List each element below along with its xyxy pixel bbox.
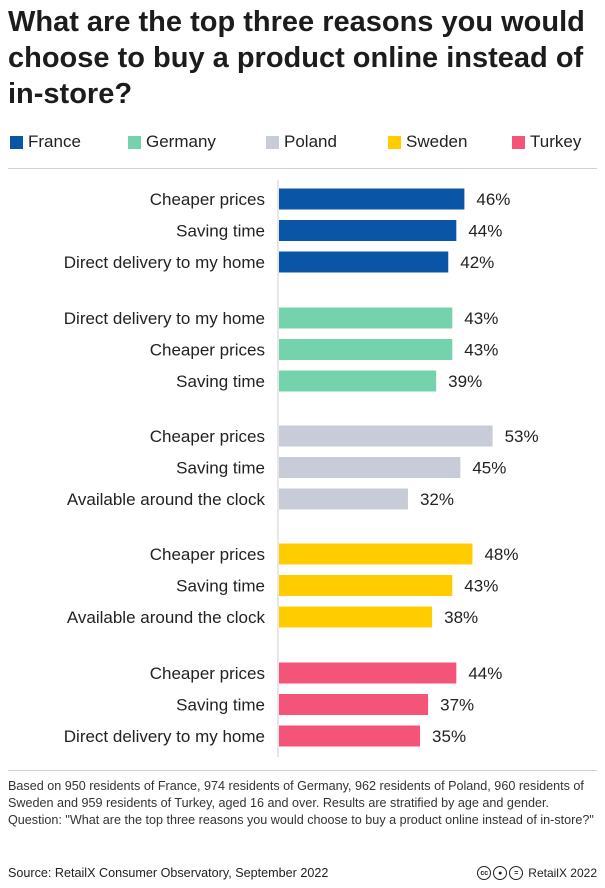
- nd-icon: =: [509, 866, 524, 880]
- legend-label-poland: Poland: [284, 132, 337, 151]
- category-label-germany-0: Direct delivery to my home: [64, 309, 265, 328]
- value-label-poland-2: 32%: [420, 490, 454, 509]
- category-label-poland-2: Available around the clock: [67, 490, 266, 509]
- category-label-sweden-0: Cheaper prices: [150, 545, 265, 564]
- category-label-france-1: Saving time: [176, 222, 265, 241]
- bar-turkey-1: [279, 694, 429, 715]
- by-icon: ●: [493, 866, 508, 880]
- bar-france-0: [279, 188, 465, 210]
- legend-item-turkey: Turkey: [512, 130, 581, 154]
- bar-sweden-1: [279, 575, 453, 596]
- category-label-turkey-2: Direct delivery to my home: [64, 727, 265, 746]
- legend-swatch-france: [10, 135, 23, 149]
- legend: France Germany Poland Sweden Turkey: [10, 130, 605, 154]
- legend-swatch-sweden: [388, 135, 401, 149]
- bar-sweden-2: [279, 606, 433, 628]
- legend-item-france: France: [10, 130, 81, 154]
- legend-label-france: France: [28, 132, 81, 151]
- legend-swatch-poland: [266, 135, 279, 149]
- source-text: Source: RetailX Consumer Observatory, Se…: [8, 866, 329, 880]
- value-label-sweden-1: 43%: [464, 577, 498, 596]
- value-label-turkey-1: 37%: [440, 696, 474, 715]
- value-label-sweden-0: 48%: [484, 545, 518, 564]
- bar-germany-0: [279, 307, 453, 329]
- category-label-poland-0: Cheaper prices: [150, 427, 265, 446]
- legend-item-germany: Germany: [128, 130, 216, 154]
- legend-item-poland: Poland: [266, 130, 337, 154]
- bar-poland-2: [279, 488, 408, 510]
- value-label-germany-0: 43%: [464, 309, 498, 328]
- bar-germany-1: [279, 339, 453, 360]
- category-label-poland-1: Saving time: [176, 459, 265, 478]
- chart-title: What are the top three reasons you would…: [8, 6, 585, 110]
- legend-label-sweden: Sweden: [406, 132, 468, 151]
- bar-germany-2: [279, 370, 437, 392]
- bottom-divider: [8, 770, 597, 771]
- category-label-france-0: Cheaper prices: [150, 190, 265, 209]
- value-label-france-2: 42%: [460, 253, 494, 272]
- legend-swatch-turkey: [512, 135, 525, 149]
- bar-turkey-2: [279, 725, 421, 747]
- value-label-france-0: 46%: [476, 190, 510, 209]
- category-label-turkey-0: Cheaper prices: [150, 664, 265, 683]
- legend-label-turkey: Turkey: [530, 132, 582, 151]
- value-label-turkey-0: 44%: [468, 664, 502, 683]
- category-label-sweden-2: Available around the clock: [67, 608, 266, 627]
- footnote: Based on 950 residents of France, 974 re…: [8, 779, 594, 827]
- bar-sweden-0: [279, 543, 473, 565]
- cc-icon: cc: [477, 866, 492, 880]
- legend-swatch-germany: [128, 135, 141, 149]
- category-label-turkey-1: Saving time: [176, 696, 265, 715]
- value-label-poland-1: 45%: [472, 459, 506, 478]
- value-label-germany-1: 43%: [464, 341, 498, 360]
- bar-poland-1: [279, 457, 461, 478]
- category-label-germany-2: Saving time: [176, 372, 265, 391]
- value-label-poland-0: 53%: [505, 427, 539, 446]
- category-label-germany-1: Cheaper prices: [150, 341, 265, 360]
- category-label-sweden-1: Saving time: [176, 577, 265, 596]
- credit: cc ● = RetailX 2022: [477, 864, 597, 882]
- bar-france-2: [279, 251, 449, 273]
- value-label-turkey-2: 35%: [432, 727, 466, 746]
- bar-france-1: [279, 220, 457, 241]
- bar-poland-0: [279, 425, 493, 447]
- legend-item-sweden: Sweden: [388, 130, 467, 154]
- credit-text: RetailX 2022: [528, 866, 597, 880]
- top-divider: [8, 168, 597, 169]
- category-label-france-2: Direct delivery to my home: [64, 253, 265, 272]
- legend-label-germany: Germany: [146, 132, 216, 151]
- value-label-france-1: 44%: [468, 222, 502, 241]
- value-label-sweden-2: 38%: [444, 608, 478, 627]
- bar-turkey-0: [279, 662, 457, 684]
- value-label-germany-2: 39%: [448, 372, 482, 391]
